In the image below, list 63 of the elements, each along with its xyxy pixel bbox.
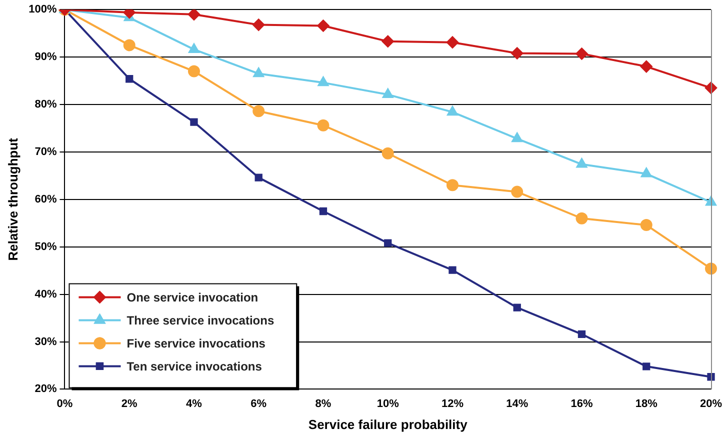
point: [640, 60, 652, 73]
x-tick-label: 0%: [56, 398, 73, 410]
point: [513, 304, 521, 312]
point: [382, 147, 394, 160]
point: [254, 174, 262, 182]
y-axis-title: Relative throughput: [5, 137, 20, 261]
point: [446, 179, 458, 192]
y-tick-label: 70%: [34, 146, 57, 158]
point: [704, 82, 717, 94]
point: [318, 76, 329, 86]
y-tick-label: 100%: [28, 4, 57, 16]
point: [576, 212, 588, 224]
x-tick-label: 14%: [506, 398, 528, 410]
point: [317, 119, 330, 132]
point: [576, 158, 588, 168]
point: [640, 219, 652, 232]
legend-label: Three service invocations: [126, 314, 274, 328]
x-tick-label: 8%: [315, 398, 332, 410]
point: [253, 68, 264, 78]
x-tick-label: 2%: [121, 398, 138, 410]
point: [188, 65, 200, 78]
y-tick-label: 50%: [34, 240, 57, 253]
point: [190, 118, 198, 126]
point: [641, 168, 652, 178]
x-tick-label: 10%: [376, 398, 400, 410]
x-tick-label: 20%: [700, 398, 722, 410]
point: [642, 362, 650, 370]
legend-label: Five service invocations: [126, 336, 266, 351]
point: [319, 207, 328, 216]
y-tick-label: 60%: [34, 193, 57, 206]
point: [123, 39, 136, 52]
point: [511, 47, 524, 60]
x-tick-label: 4%: [186, 398, 202, 410]
point: [126, 75, 134, 83]
point: [707, 373, 715, 381]
point: [188, 10, 200, 20]
point: [704, 262, 717, 275]
point: [384, 239, 392, 247]
point: [512, 132, 522, 142]
point: [252, 18, 265, 31]
x-tick-label: 18%: [635, 398, 658, 410]
x-tick-label: 6%: [250, 398, 267, 410]
point: [252, 105, 265, 118]
x-tick-label: 16%: [570, 398, 593, 410]
point: [382, 88, 394, 98]
point: [446, 36, 458, 48]
point: [382, 35, 394, 48]
y-tick-label: 80%: [34, 98, 57, 111]
point: [188, 43, 200, 53]
legend-label: Ten service invocations: [126, 360, 262, 374]
point: [576, 48, 588, 60]
y-tick-label: 20%: [34, 383, 57, 396]
x-axis-title: Service failure probability: [308, 416, 468, 432]
x-tick-label: 12%: [441, 398, 464, 410]
point: [317, 20, 330, 32]
point: [447, 106, 458, 116]
point: [448, 266, 456, 274]
y-tick-label: 90%: [34, 51, 57, 64]
point: [511, 186, 524, 198]
y-tick-label: 30%: [34, 336, 57, 348]
y-tick-label: 40%: [34, 288, 57, 300]
legend-label: One service invocation: [126, 290, 258, 305]
point: [578, 330, 586, 338]
